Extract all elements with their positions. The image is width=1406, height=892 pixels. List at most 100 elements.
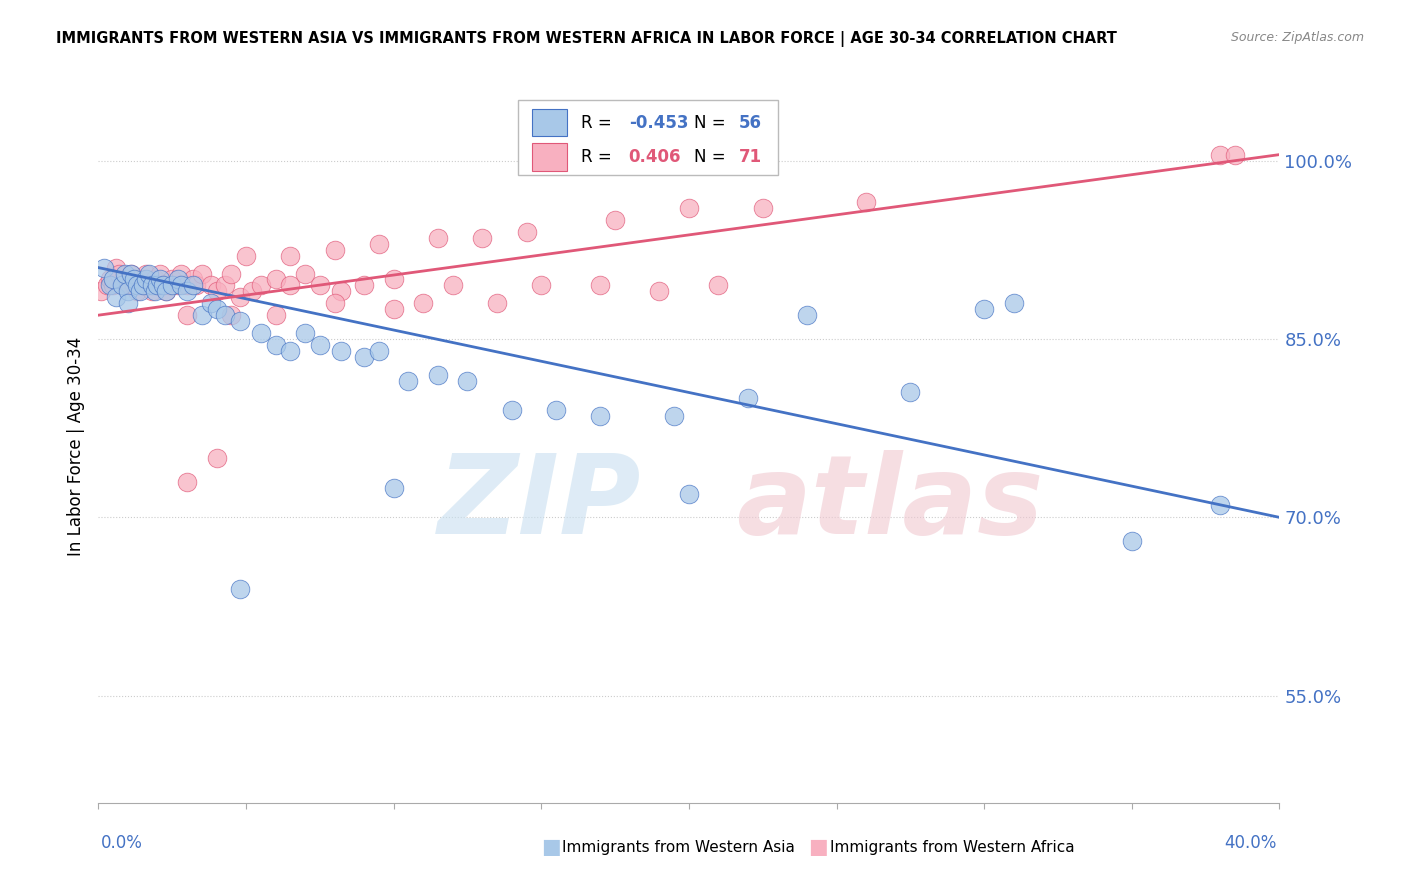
- Point: [280, 249, 302, 263]
- Point: [181, 278, 204, 293]
- Point: [93, 260, 115, 275]
- Text: IMMIGRANTS FROM WESTERN ASIA VS IMMIGRANTS FROM WESTERN AFRICA IN LABOR FORCE | : IMMIGRANTS FROM WESTERN ASIA VS IMMIGRAN…: [56, 31, 1118, 47]
- Point: [132, 278, 155, 293]
- Point: [382, 481, 405, 495]
- Point: [96, 278, 118, 293]
- Bar: [531, 109, 567, 136]
- Point: [138, 267, 160, 281]
- Point: [664, 409, 686, 424]
- Point: [155, 285, 177, 299]
- Point: [125, 278, 148, 293]
- Point: [486, 296, 509, 310]
- Point: [125, 285, 148, 299]
- Point: [264, 308, 287, 322]
- Text: Immigrants from Western Africa: Immigrants from Western Africa: [830, 840, 1074, 855]
- Point: [143, 285, 166, 299]
- Point: [191, 308, 214, 322]
- Point: [146, 278, 169, 293]
- Point: [1209, 499, 1232, 513]
- Text: N =: N =: [693, 148, 731, 166]
- Point: [157, 278, 180, 293]
- Point: [368, 236, 391, 251]
- Point: [141, 285, 163, 299]
- Point: [309, 338, 332, 352]
- Point: [501, 403, 523, 417]
- Point: [205, 450, 228, 465]
- Point: [146, 278, 169, 293]
- Point: [530, 278, 553, 293]
- Point: [752, 201, 775, 215]
- Point: [546, 403, 568, 417]
- Point: [973, 302, 995, 317]
- Point: [678, 486, 700, 500]
- Point: [108, 267, 131, 281]
- Point: [796, 308, 818, 322]
- Point: [135, 272, 157, 286]
- Text: R =: R =: [582, 114, 617, 132]
- Point: [114, 267, 136, 281]
- Y-axis label: In Labor Force | Age 30-34: In Labor Force | Age 30-34: [66, 336, 84, 556]
- Point: [120, 267, 142, 281]
- Point: [294, 267, 316, 281]
- Point: [309, 278, 332, 293]
- Point: [329, 285, 352, 299]
- Point: [117, 285, 139, 299]
- Point: [457, 374, 479, 388]
- Point: [214, 278, 236, 293]
- Point: [200, 296, 222, 310]
- Point: [170, 278, 193, 293]
- Text: 40.0%: 40.0%: [1225, 834, 1277, 852]
- Point: [648, 285, 671, 299]
- Bar: [531, 144, 567, 170]
- Point: [141, 278, 163, 293]
- Point: [162, 272, 183, 286]
- Point: [205, 285, 228, 299]
- Point: [128, 272, 150, 286]
- Point: [323, 243, 346, 257]
- Point: [103, 278, 125, 293]
- Text: -0.453: -0.453: [628, 114, 688, 132]
- Point: [105, 260, 128, 275]
- Text: N =: N =: [693, 114, 731, 132]
- Point: [176, 475, 198, 489]
- Point: [229, 290, 252, 304]
- Point: [707, 278, 730, 293]
- Point: [678, 201, 700, 215]
- Point: [98, 278, 121, 293]
- Point: [122, 278, 145, 293]
- Point: [98, 272, 121, 286]
- Point: [167, 278, 190, 293]
- Point: [205, 302, 228, 317]
- Point: [412, 296, 434, 310]
- Point: [103, 272, 125, 286]
- Point: [191, 267, 214, 281]
- Point: [167, 272, 190, 286]
- Point: [329, 343, 352, 358]
- Point: [221, 267, 243, 281]
- Point: [132, 278, 155, 293]
- Point: [368, 343, 391, 358]
- Text: Immigrants from Western Asia: Immigrants from Western Asia: [562, 840, 796, 855]
- Point: [149, 272, 172, 286]
- Point: [737, 392, 759, 406]
- Point: [605, 213, 627, 227]
- Point: [323, 296, 346, 310]
- Point: [176, 285, 198, 299]
- Point: [589, 409, 612, 424]
- Point: [229, 582, 252, 596]
- Text: ZIP: ZIP: [439, 450, 641, 557]
- Point: [471, 231, 494, 245]
- Text: atlas: atlas: [737, 450, 1043, 557]
- Text: 56: 56: [738, 114, 762, 132]
- Point: [184, 278, 207, 293]
- Point: [105, 290, 128, 304]
- Point: [250, 326, 273, 340]
- Point: [143, 272, 166, 286]
- Point: [214, 308, 236, 322]
- Point: [149, 267, 172, 281]
- Point: [181, 272, 204, 286]
- Text: R =: R =: [582, 148, 617, 166]
- Point: [427, 231, 450, 245]
- Point: [280, 343, 302, 358]
- Point: [135, 267, 157, 281]
